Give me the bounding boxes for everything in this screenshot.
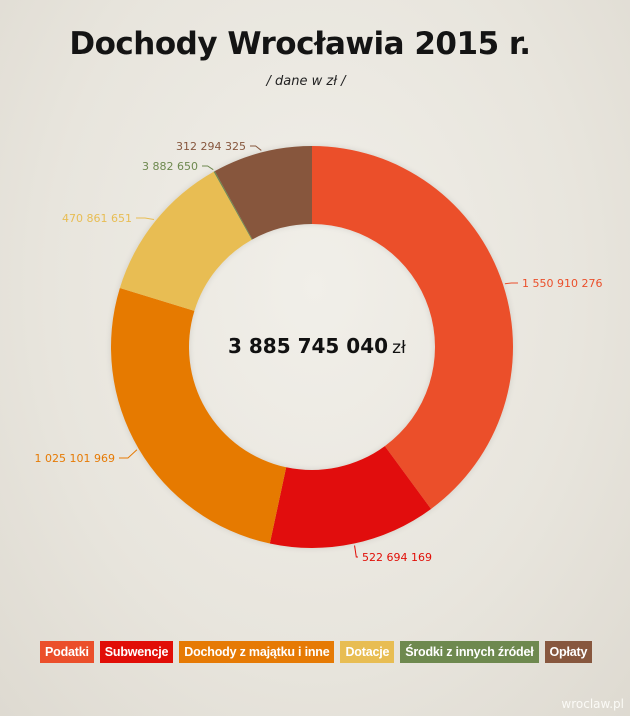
data-label: 522 694 169 [362, 551, 432, 564]
chart-title: Dochody Wrocławia 2015 r. [69, 26, 531, 62]
slice-podatki [312, 146, 513, 509]
data-label: 312 294 325 [176, 140, 246, 153]
total-number: 3 885 745 040 [228, 334, 389, 358]
legend-item-środki-z-innych-źródeł: Środki z innych źródeł [400, 641, 539, 663]
data-label: 470 861 651 [62, 212, 132, 225]
legend: Podatki Subwencje Dochody z majątku i inne… [40, 641, 593, 663]
data-label: 1 025 101 969 [35, 452, 115, 465]
leader-line [202, 165, 214, 171]
chart-subtitle: / dane w zł / [266, 74, 346, 89]
leader-line [136, 217, 155, 221]
data-label: 3 882 650 [142, 160, 198, 173]
leader-line [119, 449, 138, 459]
total-unit: zł [392, 338, 406, 358]
slice-dotacje [119, 171, 252, 311]
slice-środki-z-innych-źródeł [213, 171, 253, 240]
leader-line [250, 145, 262, 151]
legend-item-dotacje: Dotacje [340, 641, 395, 663]
leader-line [354, 545, 358, 558]
legend-item-dochody-z-majątku-i-inne: Dochody z majątku i inne [179, 641, 335, 663]
slice-opłaty [214, 146, 312, 240]
legend-item-opłaty: Opłaty [544, 641, 593, 663]
slice-subwencje [269, 446, 432, 548]
leader-line [504, 282, 518, 285]
total-value: 3 885 745 040 zł [228, 334, 428, 358]
legend-item-subwencje: Subwencje [99, 641, 174, 663]
legend-item-podatki: Podatki [40, 641, 94, 663]
slice-dochody-z-majątku-i-inne [111, 287, 287, 544]
source-watermark: wroclaw.pl [561, 697, 624, 711]
data-label: 1 550 910 276 [522, 277, 602, 290]
